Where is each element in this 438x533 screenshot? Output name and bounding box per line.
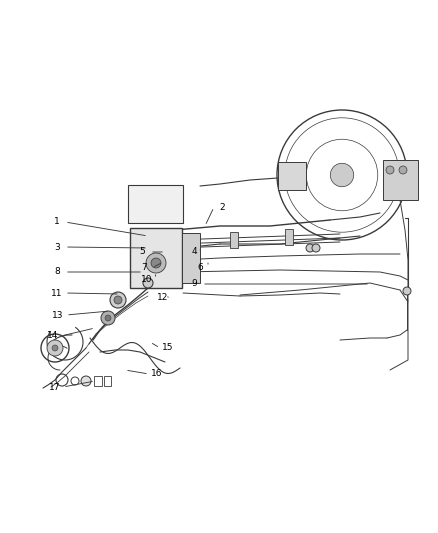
Bar <box>383 160 418 200</box>
Text: 15: 15 <box>162 343 174 352</box>
Bar <box>182 233 200 283</box>
Circle shape <box>143 278 153 288</box>
Text: 12: 12 <box>157 294 169 303</box>
Text: 5: 5 <box>139 247 145 256</box>
Circle shape <box>403 287 411 295</box>
Text: 6: 6 <box>197 262 203 271</box>
Text: 11: 11 <box>51 288 63 297</box>
Text: 1: 1 <box>54 217 60 227</box>
Text: 9: 9 <box>191 279 197 288</box>
Text: 3: 3 <box>54 243 60 252</box>
Circle shape <box>81 376 91 386</box>
Bar <box>94 376 102 386</box>
Circle shape <box>114 296 122 304</box>
Circle shape <box>330 163 354 187</box>
Circle shape <box>151 258 161 268</box>
Bar <box>278 162 306 190</box>
Circle shape <box>312 244 320 252</box>
Text: 10: 10 <box>141 274 153 284</box>
Circle shape <box>146 253 166 273</box>
Text: 16: 16 <box>151 369 163 378</box>
Circle shape <box>101 311 115 325</box>
Text: 17: 17 <box>49 383 61 392</box>
Circle shape <box>386 166 394 174</box>
Bar <box>130 228 182 288</box>
Bar <box>230 232 238 248</box>
Bar <box>104 376 111 386</box>
Text: 2: 2 <box>219 203 225 212</box>
Circle shape <box>52 345 58 351</box>
Text: 7: 7 <box>141 263 147 272</box>
Circle shape <box>110 292 126 308</box>
Text: 14: 14 <box>47 332 59 341</box>
Bar <box>128 185 183 223</box>
Bar <box>285 229 293 245</box>
Circle shape <box>47 340 63 356</box>
Text: 4: 4 <box>191 247 197 256</box>
Circle shape <box>306 244 314 252</box>
Text: 13: 13 <box>52 311 64 319</box>
Circle shape <box>105 315 111 321</box>
Text: 8: 8 <box>54 268 60 277</box>
Circle shape <box>399 166 407 174</box>
